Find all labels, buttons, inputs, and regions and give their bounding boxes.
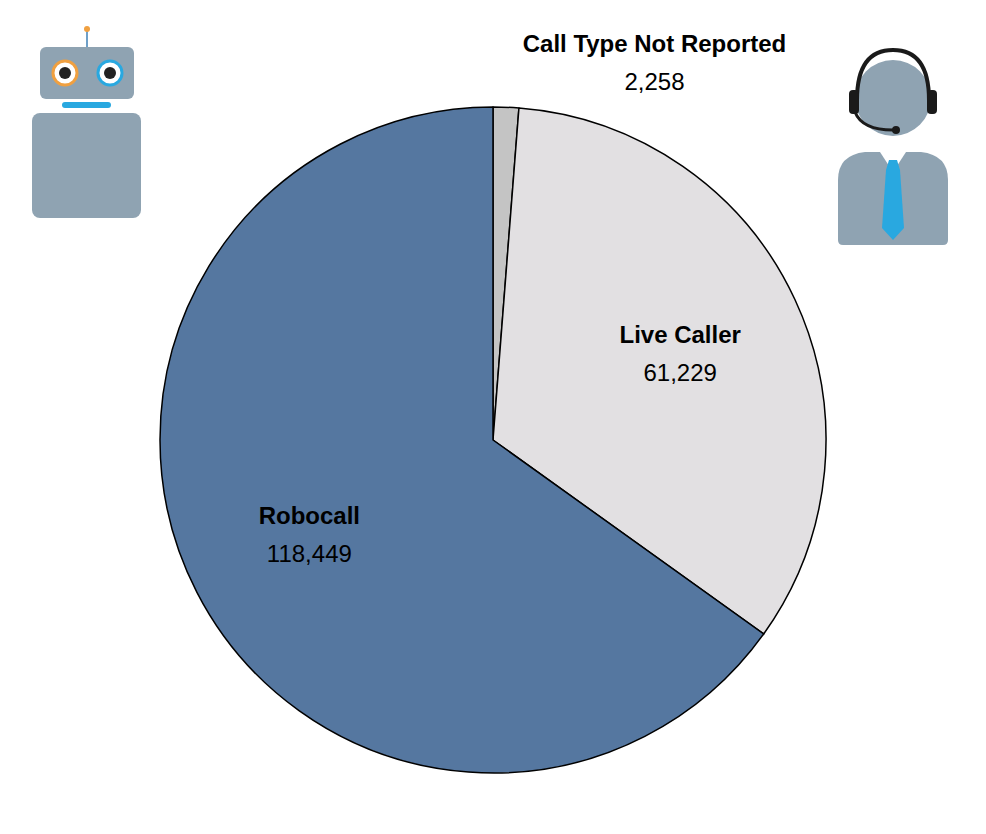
agent-head [855, 60, 931, 136]
agent-tie [882, 160, 904, 240]
robot-mouth [62, 102, 111, 108]
robot-eye [53, 61, 77, 85]
agent-mic [892, 126, 900, 134]
agent-earpiece [849, 90, 859, 114]
robot-pupil [59, 67, 71, 79]
agent-headset [857, 50, 929, 100]
chart: Call Type Not Reported 2,258 Live Caller 61… [0, 0, 986, 834]
robot-antenna [86, 30, 88, 47]
data-label: 118,449 [267, 540, 352, 567]
agent-body [838, 152, 948, 245]
robot-pupil [104, 67, 116, 79]
labels: Call Type Not Reported 2,258 Live Caller 61… [259, 30, 787, 567]
category-label: Live Caller [619, 321, 740, 348]
robot-body [32, 113, 141, 218]
pie [160, 107, 826, 773]
data-label: 2,258 [624, 68, 684, 95]
agent-earpiece [927, 90, 937, 114]
category-label: Call Type Not Reported [523, 30, 787, 57]
category-label: Robocall [259, 502, 360, 529]
data-label: 61,229 [643, 359, 716, 386]
robot-antenna-tip [84, 26, 90, 32]
slice [160, 107, 764, 773]
robot-head [40, 47, 134, 99]
robot-eye [98, 61, 122, 85]
agent-mic-arm [855, 112, 893, 130]
